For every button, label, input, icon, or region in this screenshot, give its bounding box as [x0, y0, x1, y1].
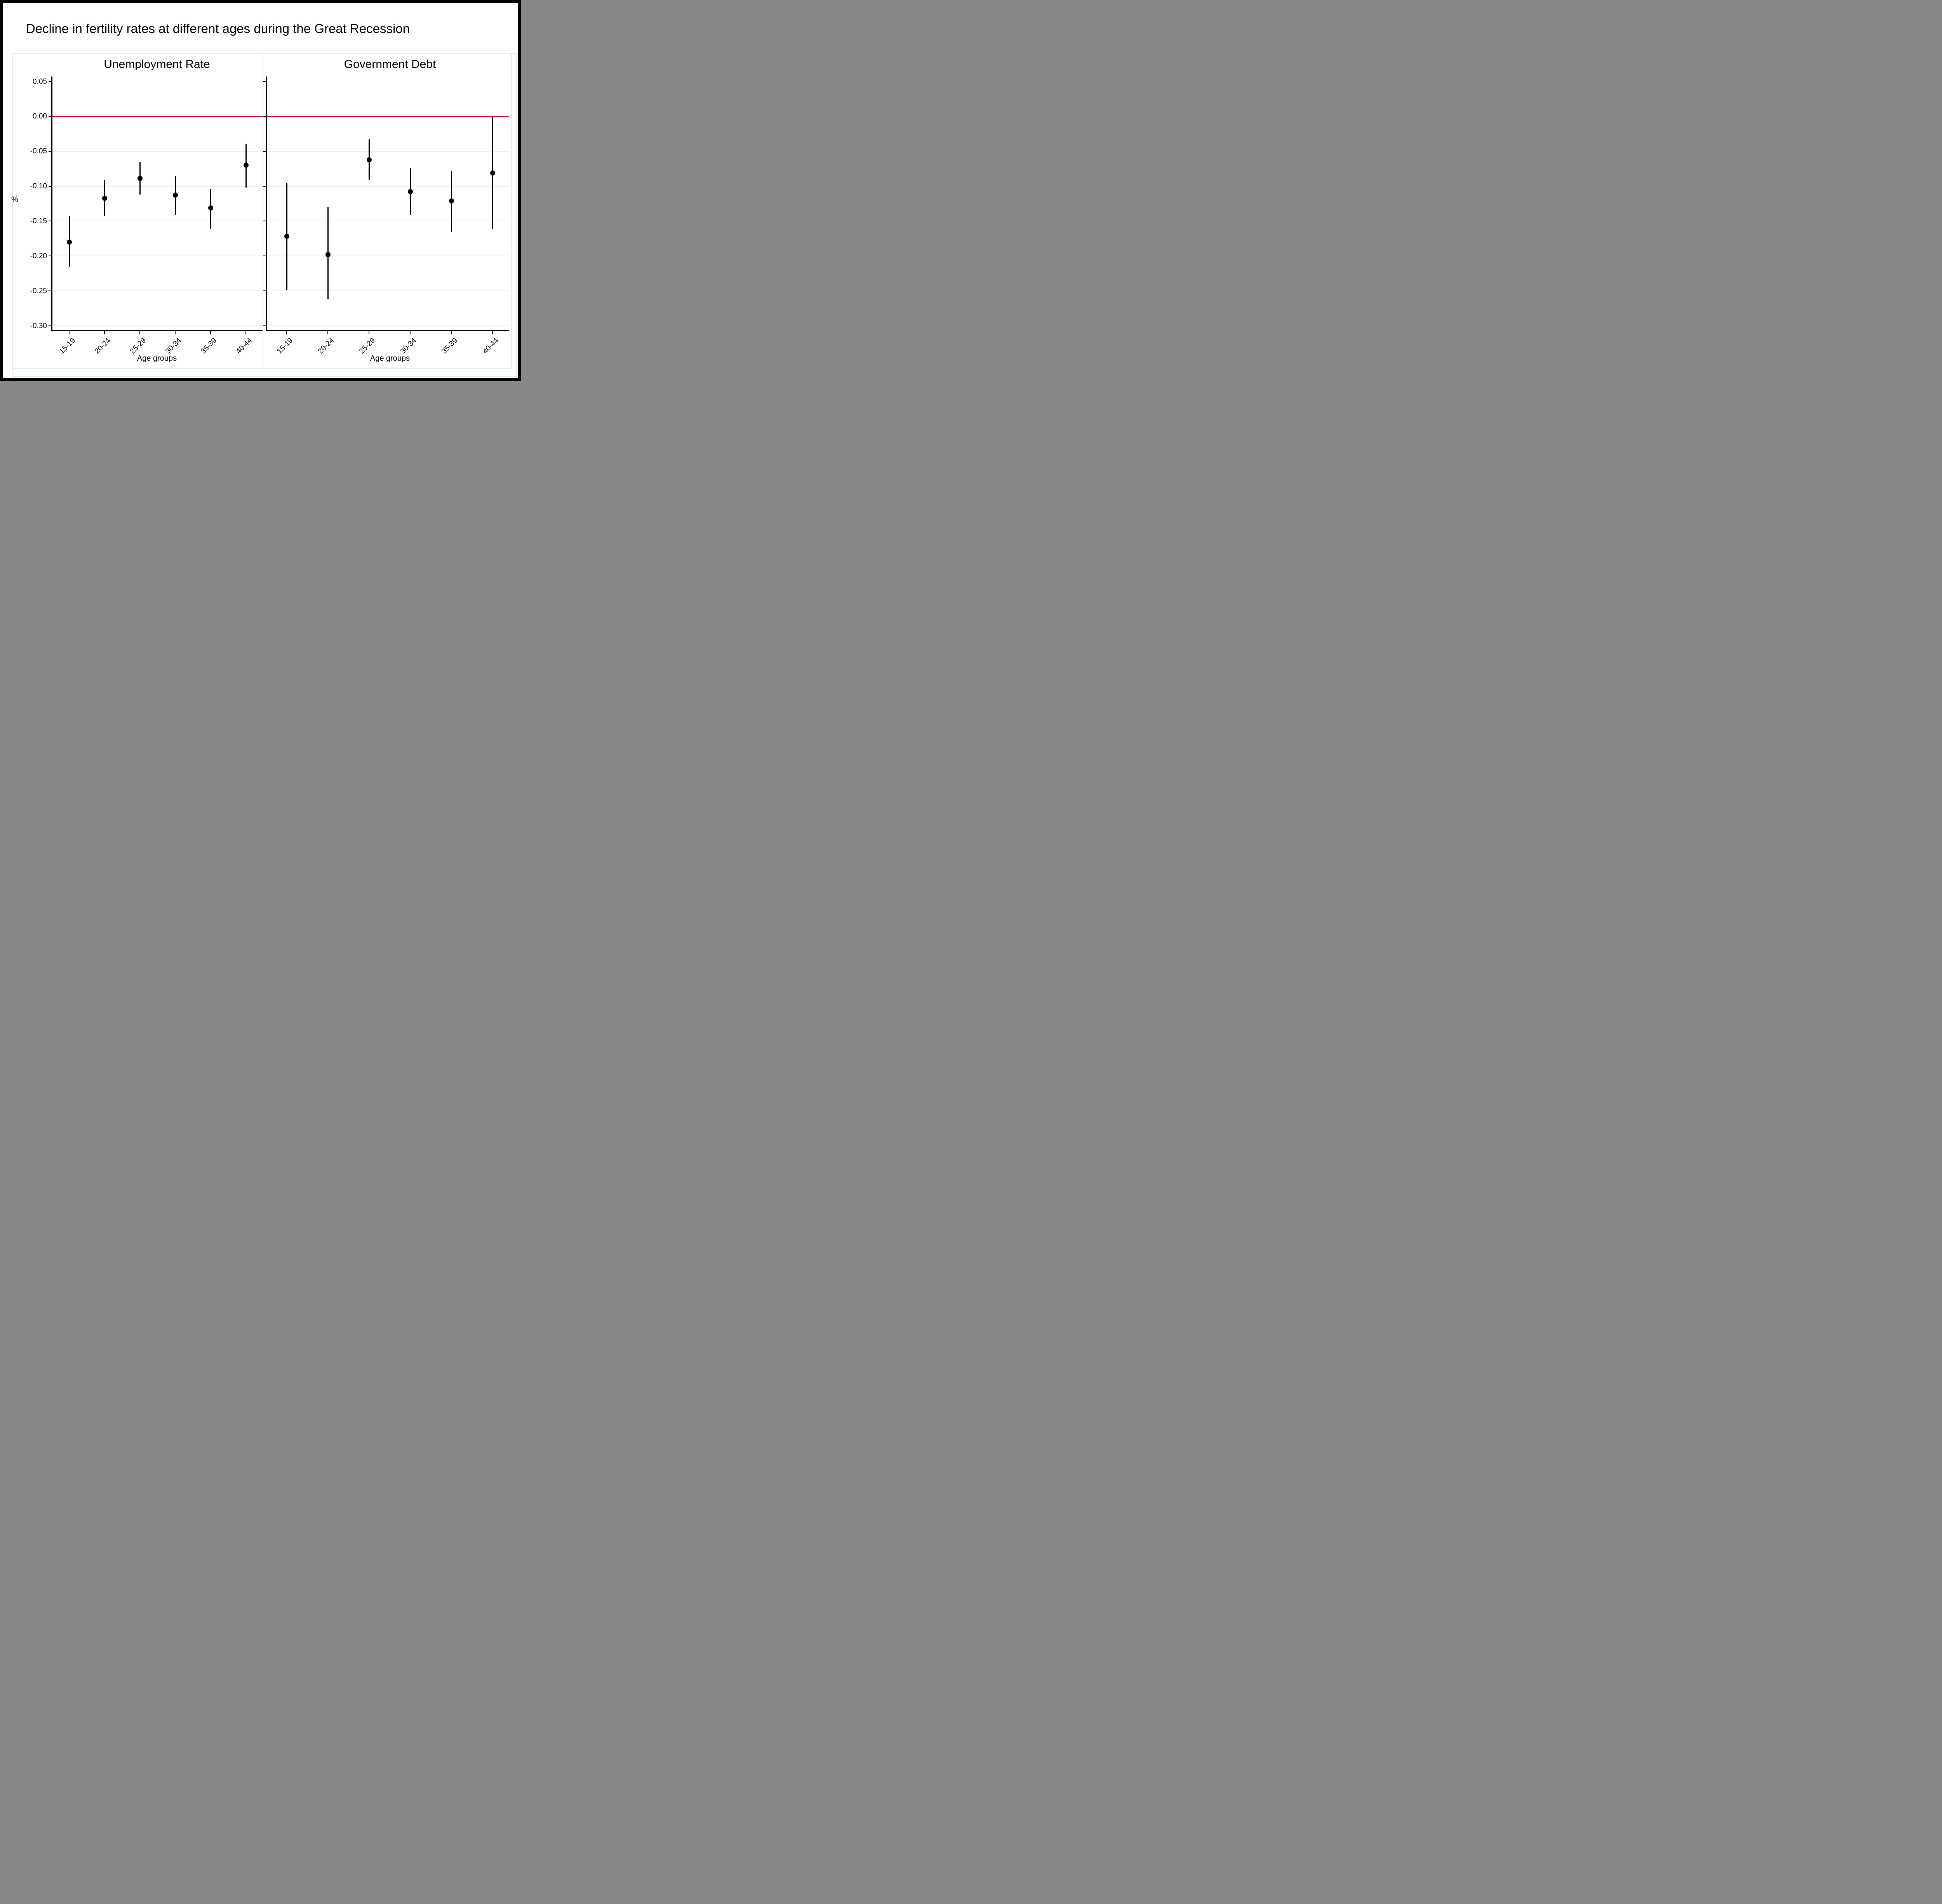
data-point [284, 234, 289, 239]
gridline [267, 186, 509, 187]
data-point [66, 239, 72, 245]
gridline [52, 186, 263, 187]
gridline [267, 325, 509, 326]
y-tick-label: -0.25 [30, 287, 47, 295]
zero-reference-line [266, 115, 509, 117]
y-axis-tick [263, 325, 266, 326]
y-tick-label: -0.30 [30, 322, 47, 330]
x-axis-tick [410, 331, 411, 334]
y-axis-tick [263, 151, 266, 152]
x-axis-tick [245, 331, 246, 334]
plot-region-bottom-border [12, 368, 512, 369]
x-axis-tick [139, 331, 140, 334]
x-axis-title-right-panel: Age groups [370, 354, 410, 363]
data-point [102, 195, 107, 201]
y-axis-tick [263, 116, 266, 117]
y-axis-tick [263, 290, 266, 292]
zero-reference-line [51, 115, 263, 117]
x-axis-tick [327, 331, 328, 334]
y-axis-tick [49, 325, 51, 326]
plot-region-right-border [511, 53, 512, 369]
chart-figure: Decline in fertility rates at different … [0, 0, 521, 381]
data-point [208, 205, 213, 210]
y-axis-title: % [11, 195, 18, 204]
x-axis-spine [266, 330, 509, 331]
x-axis-tick [451, 331, 452, 334]
panel-title-government-debt: Government Debt [344, 58, 436, 71]
y-tick-label: -0.05 [30, 147, 47, 156]
gridline [52, 151, 263, 152]
graph-region [12, 53, 517, 377]
x-axis-spine [51, 330, 263, 331]
data-point [449, 198, 454, 203]
y-axis-tick [49, 186, 51, 187]
gridline [267, 151, 509, 152]
gridline [52, 290, 263, 292]
panel-title-unemployment-rate: Unemployment Rate [104, 58, 210, 71]
data-point [490, 170, 495, 176]
x-axis-tick [69, 331, 70, 334]
x-axis-tick [210, 331, 211, 334]
x-axis-tick [286, 331, 287, 334]
y-axis-spine [51, 77, 52, 331]
y-axis-spine [266, 77, 267, 331]
data-point [366, 157, 372, 162]
figure-border-left [0, 0, 3, 381]
y-axis-tick [263, 186, 266, 187]
x-axis-tick [175, 331, 176, 334]
y-axis-tick [49, 81, 51, 82]
y-axis-tick [49, 290, 51, 292]
data-point [172, 193, 178, 198]
y-tick-label: 0.00 [33, 112, 47, 121]
figure-border-right [518, 0, 521, 381]
figure-border-top [0, 0, 521, 3]
gridline [267, 290, 509, 292]
data-point [137, 176, 143, 181]
y-tick-label: 0.05 [33, 77, 47, 86]
x-axis-tick [104, 331, 105, 334]
y-tick-label: -0.15 [30, 217, 47, 225]
figure-border-bottom [0, 378, 521, 381]
y-axis-tick [49, 116, 51, 117]
data-point [243, 163, 249, 168]
chart-title: Decline in fertility rates at different … [26, 21, 410, 36]
y-axis-tick [49, 151, 51, 152]
gridline [52, 325, 263, 326]
data-point [325, 252, 331, 257]
y-tick-label: -0.10 [30, 182, 47, 191]
y-axis-tick [263, 81, 266, 82]
x-axis-title-left-panel: Age groups [137, 354, 177, 363]
data-point [407, 189, 413, 195]
x-axis-tick [492, 331, 493, 334]
y-tick-label: -0.20 [30, 252, 47, 260]
